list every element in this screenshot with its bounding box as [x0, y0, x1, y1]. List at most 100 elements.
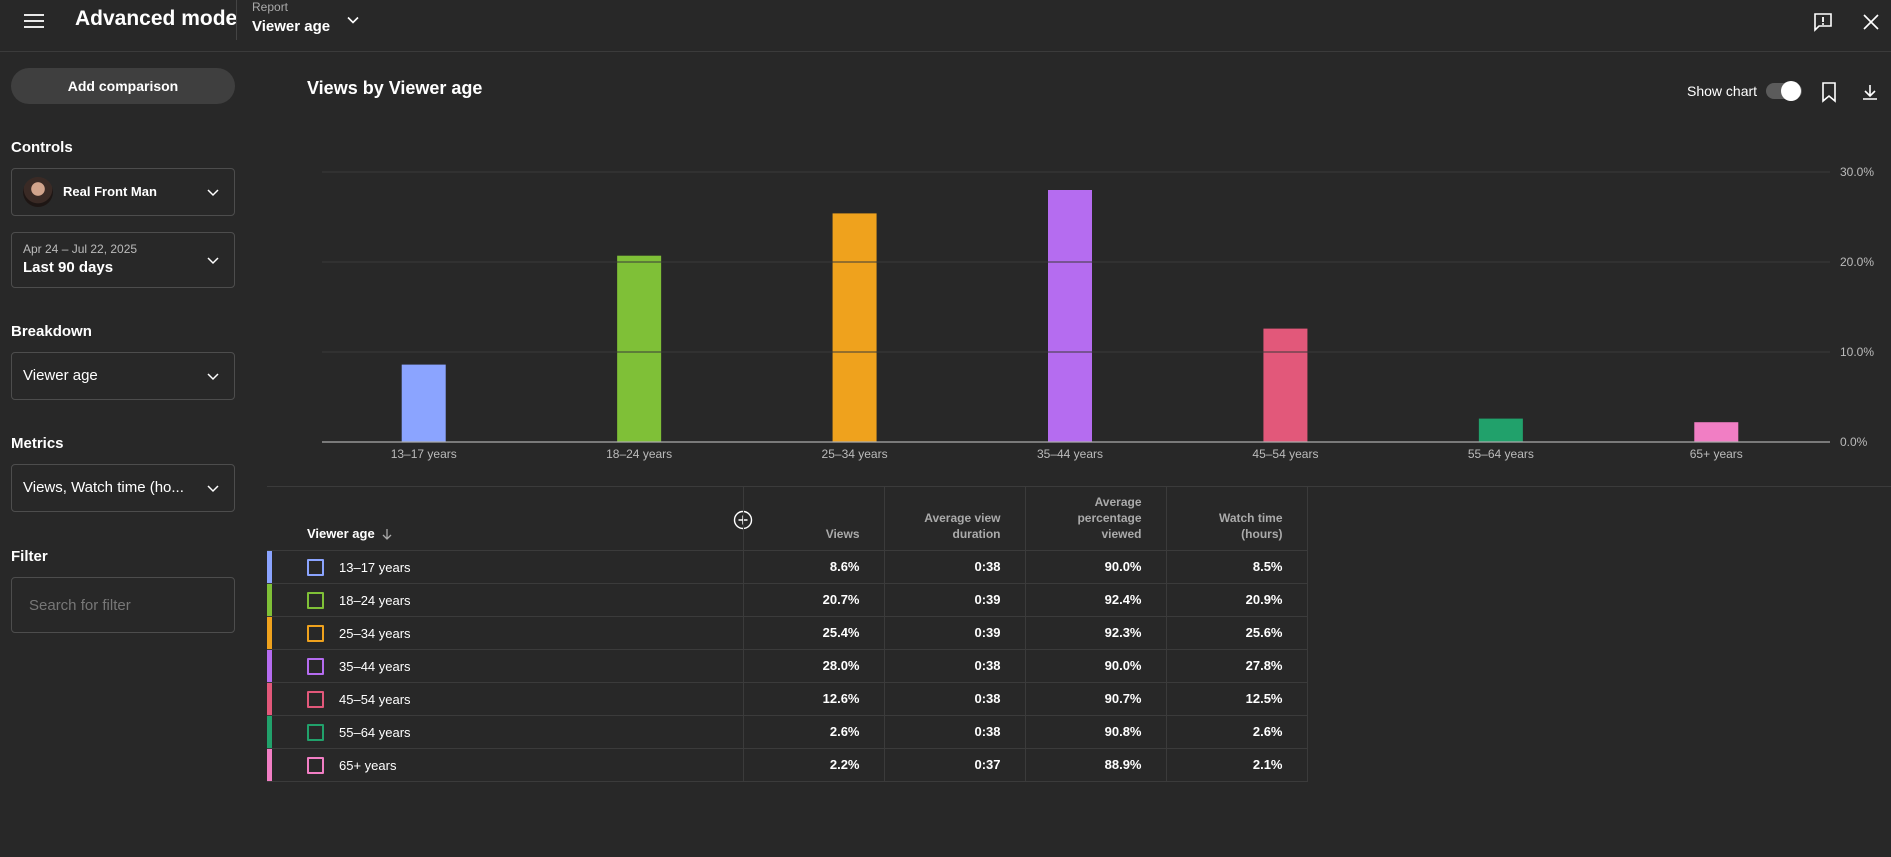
filter-search-input[interactable]: [11, 577, 235, 633]
row-label: 55–64 years: [339, 724, 411, 740]
download-icon[interactable]: [1860, 82, 1880, 102]
add-comparison-button[interactable]: Add comparison: [11, 68, 235, 104]
metrics-selector[interactable]: Views, Watch time (ho...: [11, 464, 235, 512]
header-avg-percentage-viewed[interactable]: Average percentage viewed: [1025, 487, 1167, 551]
bar-18-24-years[interactable]: [617, 255, 662, 442]
filter-heading: Filter: [11, 548, 48, 565]
x-tick-label: 25–34 years: [822, 447, 888, 461]
page-title: Advanced mode: [75, 7, 238, 30]
x-tick-label: 65+ years: [1690, 447, 1743, 461]
bookmark-icon[interactable]: [1819, 81, 1839, 103]
chevron-down-icon: [207, 257, 219, 265]
table-row[interactable]: 13–17 years 8.6% 0:38 90.0% 8.5%: [267, 550, 1308, 584]
bar-25-34-years[interactable]: [832, 213, 877, 442]
cell-views: 25.4%: [743, 616, 885, 650]
cell-views: 12.6%: [743, 682, 885, 716]
table-row[interactable]: 55–64 years 2.6% 0:38 90.8% 2.6%: [267, 715, 1308, 749]
row-color-stripe: [267, 649, 272, 682]
x-tick-label: 18–24 years: [606, 447, 672, 461]
cell-avg-percentage: 90.0%: [1025, 550, 1167, 584]
header-label: Viewer age: [307, 525, 375, 541]
row-checkbox[interactable]: [307, 591, 324, 609]
report-selector[interactable]: Viewer age: [252, 18, 331, 35]
y-tick-label: 20.0%: [1840, 255, 1874, 269]
show-chart-label: Show chart: [1687, 83, 1758, 99]
cell-viewer-age: 35–44 years: [267, 649, 744, 683]
chevron-down-icon: [207, 373, 219, 381]
bar-45-54-years[interactable]: [1263, 328, 1308, 442]
chevron-down-icon[interactable]: [345, 12, 361, 28]
row-color-stripe: [267, 748, 272, 781]
cell-watch-time: 2.1%: [1166, 748, 1308, 782]
table-row[interactable]: 18–24 years 20.7% 0:39 92.4% 20.9%: [267, 583, 1308, 617]
cell-views: 20.7%: [743, 583, 885, 617]
metrics-heading: Metrics: [11, 435, 64, 452]
cell-viewer-age: 45–54 years: [267, 682, 744, 716]
cell-avg-percentage: 92.3%: [1025, 616, 1167, 650]
channel-name: Real Front Man: [63, 184, 157, 199]
row-checkbox[interactable]: [307, 657, 324, 675]
bar-65+-years[interactable]: [1694, 422, 1739, 442]
table-row[interactable]: 45–54 years 12.6% 0:38 90.7% 12.5%: [267, 682, 1308, 716]
table-row[interactable]: 25–34 years 25.4% 0:39 92.3% 25.6%: [267, 616, 1308, 650]
row-color-stripe: [267, 616, 272, 649]
row-label: 35–44 years: [339, 658, 411, 674]
cell-views: 8.6%: [743, 550, 885, 584]
cell-watch-time: 12.5%: [1166, 682, 1308, 716]
y-tick-label: 30.0%: [1840, 165, 1874, 179]
header-avg-view-duration[interactable]: Average view duration: [884, 487, 1026, 551]
header-views[interactable]: Views: [743, 487, 885, 551]
breakdown-heading: Breakdown: [11, 323, 92, 340]
cell-avg-duration: 0:38: [884, 715, 1026, 749]
cell-avg-percentage: 90.7%: [1025, 682, 1167, 716]
cell-avg-percentage: 88.9%: [1025, 748, 1167, 782]
row-color-stripe: [267, 715, 272, 748]
y-tick-label: 10.0%: [1840, 345, 1874, 359]
row-checkbox[interactable]: [307, 756, 324, 774]
row-checkbox[interactable]: [307, 723, 324, 741]
controls-heading: Controls: [11, 139, 73, 156]
chart-title: Views by Viewer age: [307, 78, 483, 98]
cell-avg-duration: 0:38: [884, 649, 1026, 683]
feedback-icon[interactable]: [1812, 11, 1834, 33]
row-color-stripe: [267, 682, 272, 715]
cell-views: 28.0%: [743, 649, 885, 683]
row-label: 65+ years: [339, 757, 397, 773]
table-row[interactable]: 35–44 years 28.0% 0:38 90.0% 27.8%: [267, 649, 1308, 683]
channel-selector[interactable]: Real Front Man: [11, 168, 235, 216]
close-icon[interactable]: [1860, 11, 1882, 33]
data-table: Viewer age Views Average view duration A…: [267, 487, 1308, 782]
row-label: 45–54 years: [339, 691, 411, 707]
date-range-text: Apr 24 – Jul 22, 2025: [23, 242, 138, 256]
cell-watch-time: 2.6%: [1166, 715, 1308, 749]
chevron-down-icon: [207, 485, 219, 493]
cell-avg-duration: 0:39: [884, 616, 1026, 650]
table-row[interactable]: 65+ years 2.2% 0:37 88.9% 2.1%: [267, 748, 1308, 782]
row-checkbox[interactable]: [307, 690, 324, 708]
cell-avg-percentage: 92.4%: [1025, 583, 1167, 617]
avatar: [23, 177, 53, 207]
cell-viewer-age: 13–17 years: [267, 550, 744, 584]
metrics-value: Views, Watch time (ho...: [23, 479, 184, 496]
sidebar: Add comparison Controls Real Front Man A…: [0, 53, 250, 857]
cell-views: 2.2%: [743, 748, 885, 782]
toggle-knob: [1781, 81, 1801, 101]
divider: [236, 0, 237, 40]
sort-arrow-down-icon[interactable]: [381, 528, 393, 540]
header-watch-time[interactable]: Watch time (hours): [1166, 487, 1308, 551]
hamburger-menu-icon[interactable]: [22, 9, 46, 33]
row-checkbox[interactable]: [307, 624, 324, 642]
bar-chart: 13–17 years 18–24 years 25–34 years 35–44 y…: [322, 165, 1874, 461]
table-header-row: Viewer age Views Average view duration A…: [267, 487, 1308, 551]
cell-avg-duration: 0:38: [884, 550, 1026, 584]
bar-55-64-years[interactable]: [1478, 418, 1523, 442]
cell-viewer-age: 25–34 years: [267, 616, 744, 650]
header-viewer-age[interactable]: Viewer age: [267, 487, 744, 551]
top-bar: Advanced mode Report Viewer age: [0, 0, 1891, 52]
bar-13-17-years[interactable]: [401, 364, 446, 442]
breakdown-selector[interactable]: Viewer age: [11, 352, 235, 400]
row-label: 13–17 years: [339, 559, 411, 575]
row-checkbox[interactable]: [307, 558, 324, 576]
bar-35-44-years[interactable]: [1048, 190, 1092, 442]
date-range-selector[interactable]: Apr 24 – Jul 22, 2025 Last 90 days: [11, 232, 235, 288]
